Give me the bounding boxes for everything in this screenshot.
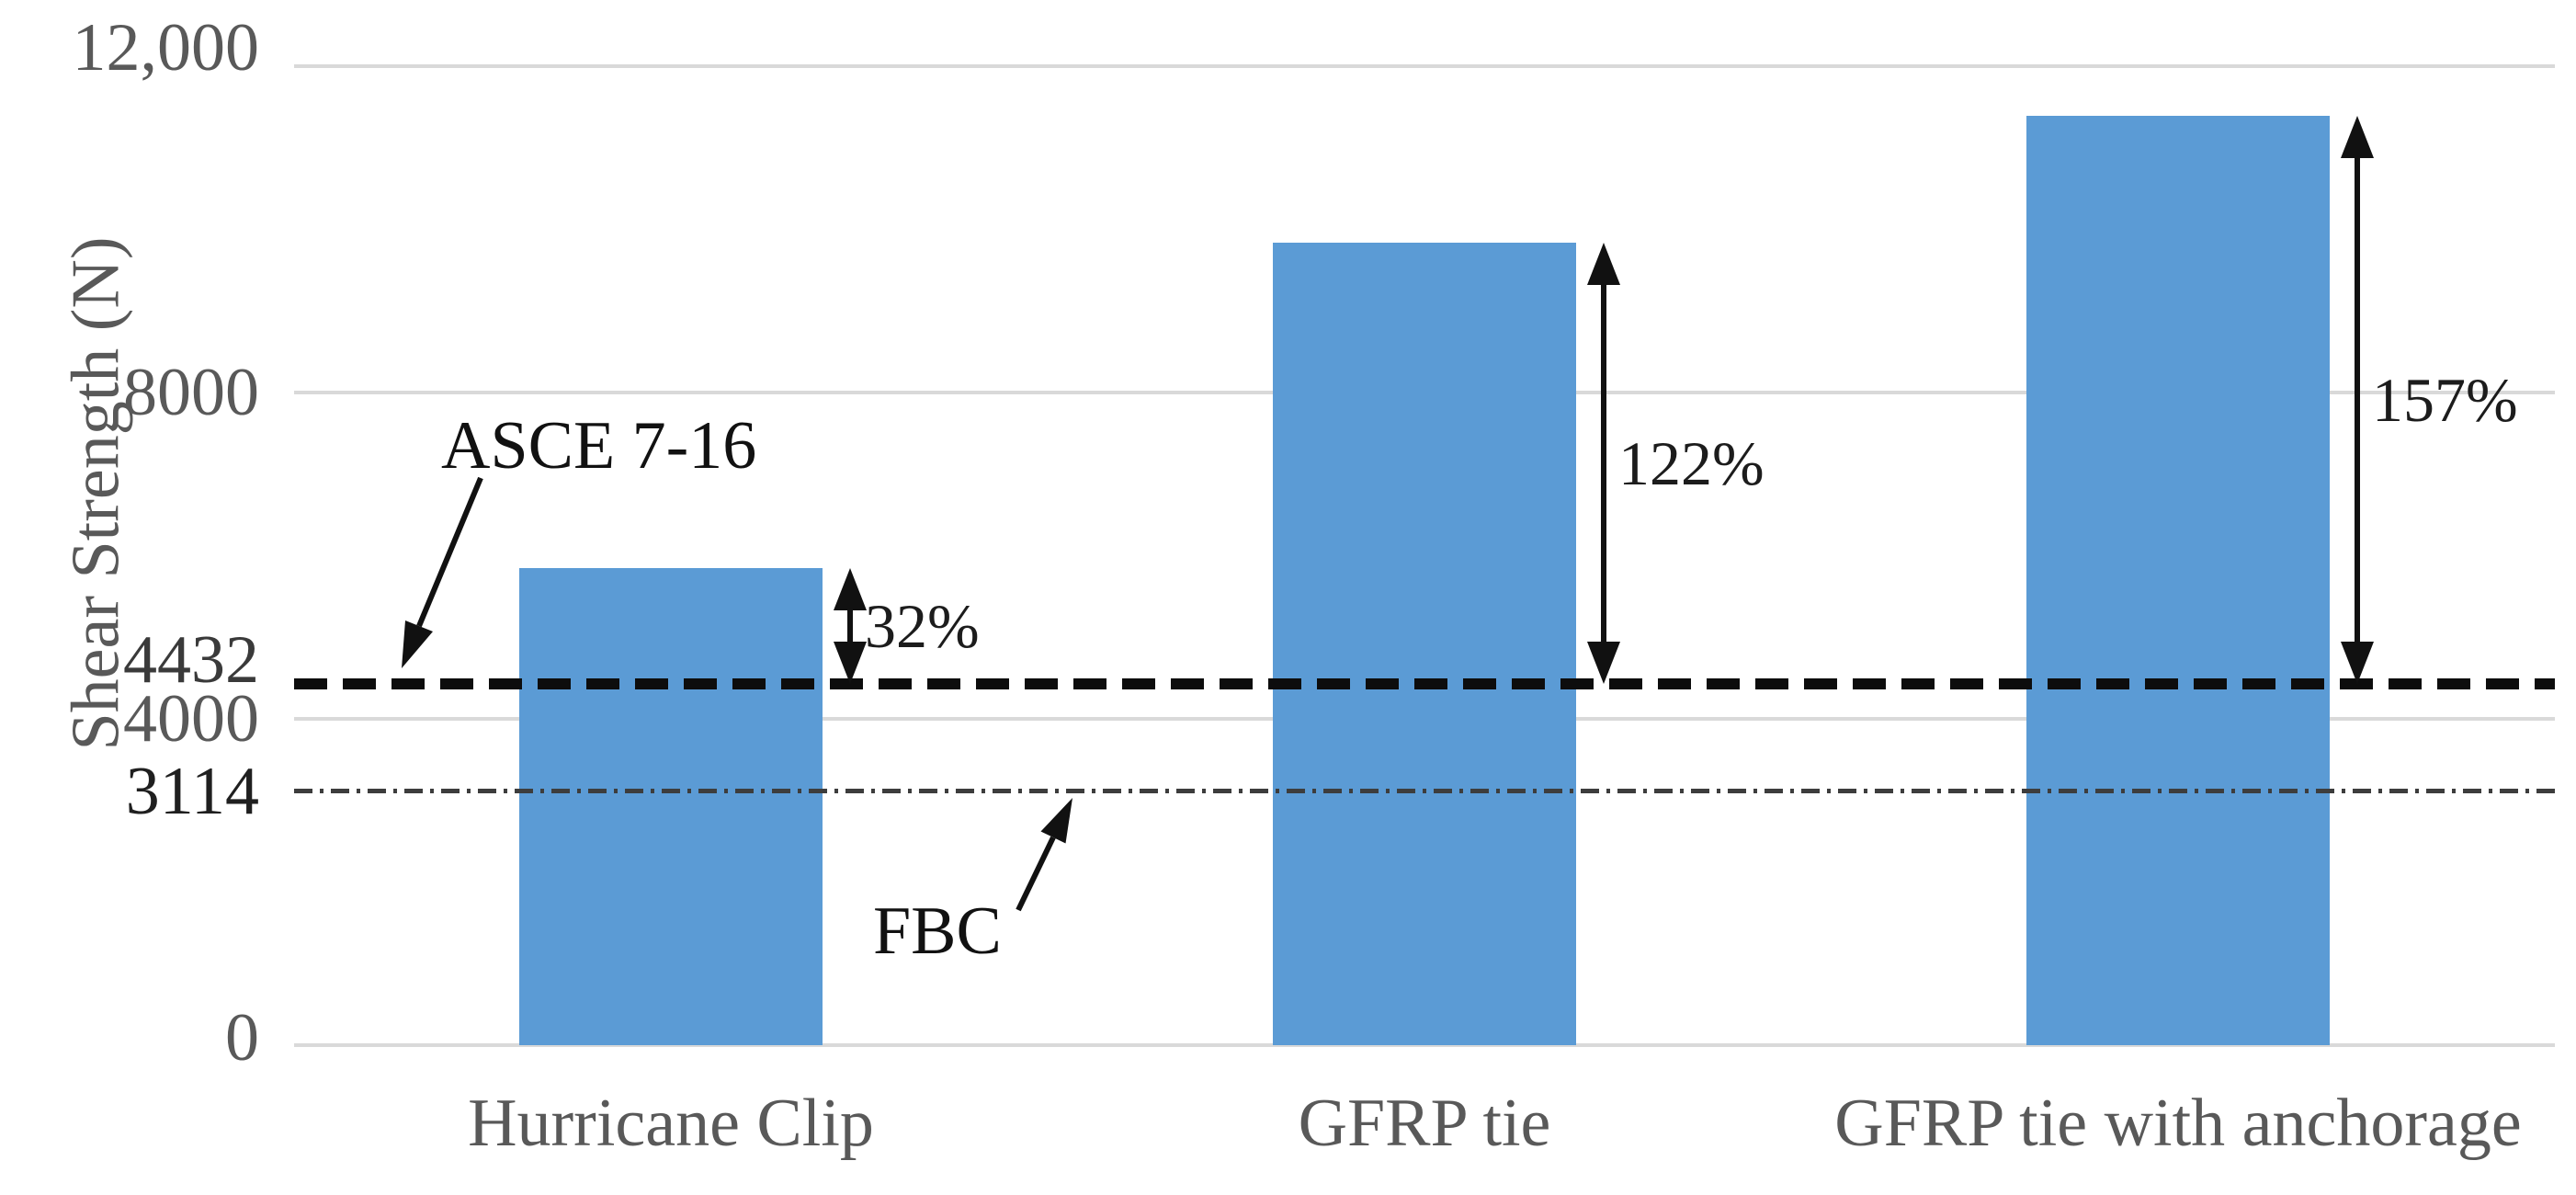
asce-7-16-label: ASCE 7-16 [441,408,757,484]
y-axis-ticks: 12,000 8000 4432 4000 3114 0 [0,0,276,1195]
percent-label: 122% [1618,427,1765,498]
category-label-hurricane-clip: Hurricane Clip [468,1086,874,1161]
ytick-8000: 8000 [123,355,259,430]
gridline [294,1043,2555,1047]
fbc-callout-arrow [1016,798,1072,912]
x-axis-labels: Hurricane Clip GFRP tie GFRP tie with anch… [294,1085,2555,1163]
category-label-gfrp-tie-with-anchorage: GFRP tie with anchorage [1834,1086,2522,1161]
increase-arrow-bottom [834,641,867,684]
asce-7-16-callout-arrow [402,476,483,668]
increase-arrow-shaft [847,604,853,647]
bar-gfrp-tie-with-anchorage [2026,116,2330,1045]
fbc-label: FBC [873,893,1002,969]
plot-area: 32% 122% 157% [294,64,2555,1047]
increase-arrow-bottom [2341,641,2374,684]
ytick-0: 0 [225,1000,259,1076]
increase-arrow-shaft [1601,279,1606,647]
increase-arrow-top [2341,116,2374,159]
increase-arrow-top [834,567,867,610]
increase-arrow-shaft [2355,153,2360,647]
reference-line-asce-7-16 [294,677,2555,689]
ytick-3114: 3114 [125,753,259,829]
percent-label: 157% [2372,364,2518,435]
bar-gfrp-tie [1273,242,1576,1045]
percent-label: 32% [865,590,980,661]
gridline [294,64,2555,68]
category-label-gfrp-tie: GFRP tie [1298,1086,1551,1161]
ytick-4432: 4432 [123,621,259,698]
reference-line-fbc [294,789,2555,794]
ytick-4000: 4000 [123,681,259,757]
bar-hurricane-clip [519,567,823,1045]
ytick-12-000: 12,000 [72,10,260,85]
increase-arrow-bottom [1587,641,1620,684]
increase-arrow-top [1587,242,1620,285]
